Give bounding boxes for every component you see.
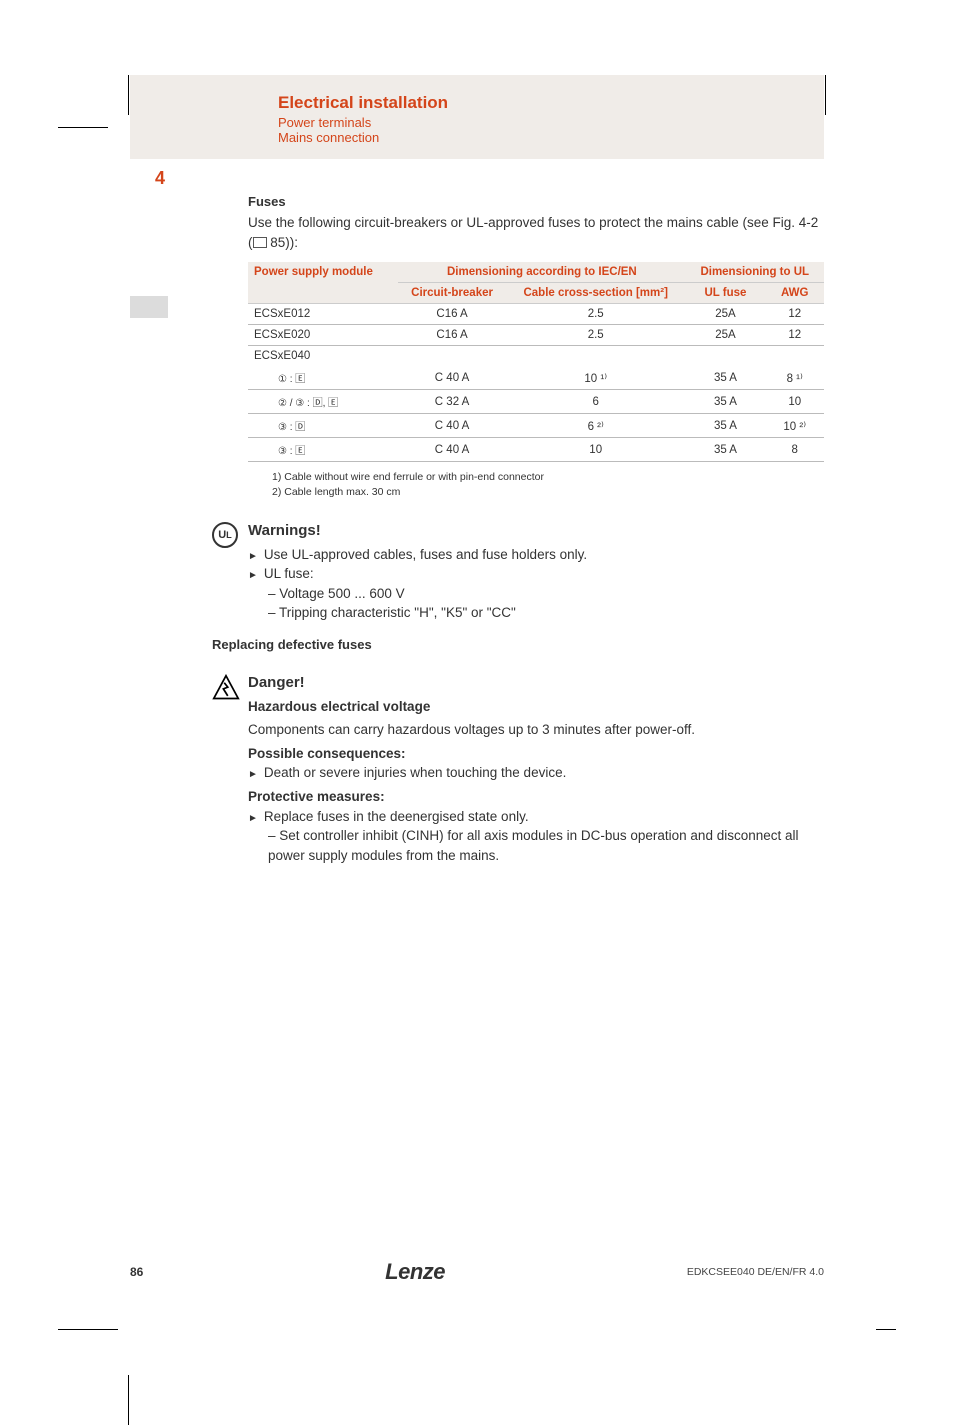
cell-cb: C 40 A <box>398 414 506 438</box>
chapter-number: 4 <box>155 168 165 189</box>
cell-cable: 6 <box>506 390 686 414</box>
consequence-item: Death or severe injuries when touching t… <box>248 763 824 783</box>
cell-label: ③ : 🄳 <box>248 414 398 438</box>
cell-label: ③ : 🄴 <box>248 438 398 462</box>
table-subrow: ② / ③ : 🄳, 🄴 C 32 A 6 35 A 10 <box>248 390 824 414</box>
intro-text-a: Use the following circuit-breakers or UL… <box>248 215 818 250</box>
footnote: 2) Cable length max. 30 cm <box>272 485 824 500</box>
crop-mark <box>128 75 129 115</box>
page-footer: 86 Lenze EDKCSEE040 DE/EN/FR 4.0 <box>130 1259 824 1285</box>
warnings-callout: UL Warnings! Use UL-approved cables, fus… <box>248 522 824 623</box>
cell-cable: 2.5 <box>506 304 686 325</box>
fuses-heading: Fuses <box>248 194 824 209</box>
chapter-title: Electrical installation <box>278 93 764 113</box>
fuses-intro: Use the following circuit-breakers or UL… <box>248 213 824 252</box>
fuse-table: Power supply module Dimensioning accordi… <box>248 262 824 462</box>
measure-item: Replace fuses in the deenergised state o… <box>248 807 824 827</box>
page-number: 86 <box>130 1265 143 1279</box>
lenze-logo: Lenze <box>385 1259 445 1285</box>
ul-mark-icon: UL <box>212 522 238 548</box>
warnings-title: Warnings! <box>248 522 824 539</box>
th-cable: Cable cross-section [mm²] <box>506 283 686 304</box>
cell-cb: C16 A <box>398 304 506 325</box>
cell-group: ECSxE040 <box>248 346 824 367</box>
warning-subitem: Voltage 500 ... 600 V <box>248 584 824 604</box>
th-awg: AWG <box>765 283 824 304</box>
section-title: Power terminals <box>278 115 764 130</box>
subsection-title: Mains connection <box>278 130 764 145</box>
danger-title: Danger! <box>248 674 824 691</box>
cell-ulfuse: 35 A <box>686 414 766 438</box>
content-area: Fuses Use the following circuit-breakers… <box>248 194 824 865</box>
intro-text-b: 85)): <box>267 235 299 250</box>
possible-consequences-label: Possible consequences: <box>248 744 824 764</box>
crop-mark <box>128 1375 129 1425</box>
th-ul: Dimensioning to UL <box>686 262 825 283</box>
cell-cable: 6 ²⁾ <box>506 414 686 438</box>
cell-cable: 10 ¹⁾ <box>506 366 686 390</box>
table-group-row: ECSxE040 <box>248 346 824 367</box>
cell-module: ECSxE020 <box>248 325 398 346</box>
table-row: ECSxE012 C16 A 2.5 25A 12 <box>248 304 824 325</box>
cell-cb: C 32 A <box>398 390 506 414</box>
th-iec: Dimensioning according to IEC/EN <box>398 262 685 283</box>
cell-module: ECSxE012 <box>248 304 398 325</box>
measure-subitem: Set controller inhibit (CINH) for all ax… <box>248 826 824 865</box>
cell-label: ② / ③ : 🄳, 🄴 <box>248 390 398 414</box>
cell-cb: C 40 A <box>398 366 506 390</box>
th-module: Power supply module <box>248 262 398 304</box>
cell-ulfuse: 35 A <box>686 366 766 390</box>
cell-awg: 10 <box>765 390 824 414</box>
cell-cb: C 40 A <box>398 438 506 462</box>
warning-subitem: Tripping characteristic "H", "K5" or "CC… <box>248 603 824 623</box>
table-row: ECSxE020 C16 A 2.5 25A 12 <box>248 325 824 346</box>
th-circuit-breaker: Circuit-breaker <box>398 283 506 304</box>
table-subrow: ③ : 🄳 C 40 A 6 ²⁾ 35 A 10 ²⁾ <box>248 414 824 438</box>
crop-mark <box>58 127 108 128</box>
table-footnotes: 1) Cable without wire end ferrule or wit… <box>272 470 824 499</box>
cell-ulfuse: 35 A <box>686 390 766 414</box>
cell-cable: 2.5 <box>506 325 686 346</box>
cell-awg: 8 <box>765 438 824 462</box>
cell-cable: 10 <box>506 438 686 462</box>
replacing-heading: Replacing defective fuses <box>212 637 824 652</box>
th-ulfuse: UL fuse <box>686 283 766 304</box>
cell-ulfuse: 25A <box>686 304 766 325</box>
cell-ulfuse: 35 A <box>686 438 766 462</box>
table-subrow: ① : 🄴 C 40 A 10 ¹⁾ 35 A 8 ¹⁾ <box>248 366 824 390</box>
crop-mark <box>58 1329 118 1330</box>
danger-icon <box>212 674 238 700</box>
page-header: Electrical installation Power terminals … <box>130 75 824 159</box>
cell-cb: C16 A <box>398 325 506 346</box>
cell-awg: 12 <box>765 325 824 346</box>
cell-awg: 10 ²⁾ <box>765 414 824 438</box>
cell-awg: 8 ¹⁾ <box>765 366 824 390</box>
book-icon <box>253 237 267 248</box>
warning-item: Use UL-approved cables, fuses and fuse h… <box>248 545 824 565</box>
protective-measures-label: Protective measures: <box>248 787 824 807</box>
warning-item: UL fuse: <box>248 564 824 584</box>
crop-mark <box>825 75 826 115</box>
margin-marker <box>130 296 168 318</box>
table-subrow: ③ : 🄴 C 40 A 10 35 A 8 <box>248 438 824 462</box>
danger-paragraph: Components can carry hazardous voltages … <box>248 720 824 740</box>
cell-awg: 12 <box>765 304 824 325</box>
document-id: EDKCSEE040 DE/EN/FR 4.0 <box>687 1266 824 1278</box>
cell-ulfuse: 25A <box>686 325 766 346</box>
cell-label: ① : 🄴 <box>248 366 398 390</box>
danger-subtitle: Hazardous electrical voltage <box>248 697 824 717</box>
danger-callout: Danger! Hazardous electrical voltage Com… <box>248 674 824 866</box>
footnote: 1) Cable without wire end ferrule or wit… <box>272 470 824 485</box>
crop-mark <box>876 1329 896 1330</box>
